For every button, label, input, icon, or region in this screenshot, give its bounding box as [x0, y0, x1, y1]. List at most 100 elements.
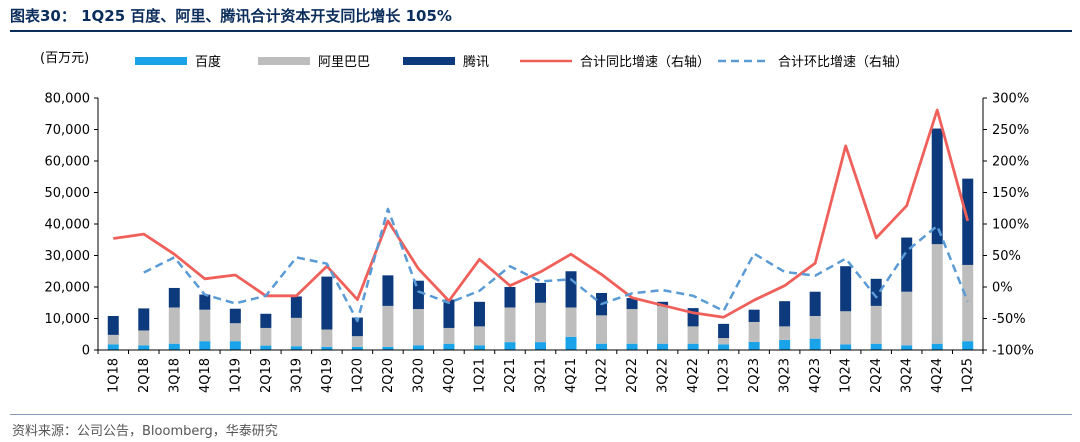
bar-segment: [596, 315, 608, 344]
title-divider: [10, 30, 1072, 32]
bar-segment: [138, 345, 150, 350]
line-series: [113, 108, 970, 323]
x-tick-label: 1Q18: [106, 358, 121, 393]
bar-segment: [443, 327, 455, 344]
bar-segment: [473, 301, 485, 327]
bar-segment: [962, 341, 974, 350]
legend-label: 百度: [195, 54, 221, 70]
bar-segment: [382, 346, 394, 350]
bar-segment: [107, 315, 119, 335]
bar-segment: [535, 342, 546, 350]
y-left-tick-label: 40,000: [45, 218, 91, 233]
bar-segment: [809, 315, 821, 339]
bar-segment: [565, 336, 577, 350]
bar-segment: [626, 309, 638, 344]
x-tick-label: 3Q20: [411, 358, 426, 393]
bar-segment: [504, 307, 516, 343]
bar-segment: [412, 309, 424, 346]
y-right-tick-label: -100%: [992, 344, 1034, 359]
bar-segment: [779, 301, 791, 327]
y-right-tick-label: 0%: [992, 281, 1013, 296]
bar-segment: [138, 330, 150, 346]
x-tick-label: 4Q24: [930, 358, 945, 393]
x-tick-label: 2Q24: [869, 358, 884, 393]
x-tick-label: 1Q20: [350, 358, 365, 393]
bar-segment: [199, 341, 211, 350]
y-right-tick-label: -50%: [992, 312, 1026, 327]
legend-swatch: [135, 57, 187, 65]
bar-segment: [504, 287, 516, 308]
bar-segment: [260, 327, 272, 346]
x-tick-label: 4Q21: [564, 358, 579, 393]
bar-segment: [870, 343, 882, 350]
bar-segment: [168, 287, 180, 308]
x-tick-label: 2Q21: [503, 358, 518, 393]
chart-title: 图表30： 1Q25 百度、阿里、腾讯合计资本开支同比增长 105%: [10, 7, 452, 25]
bar-segment: [321, 346, 333, 350]
bar-segment: [870, 305, 882, 344]
bar-segment: [901, 237, 913, 292]
bar-segment: [290, 346, 302, 350]
bar-segment: [412, 280, 424, 310]
source-divider: [10, 414, 1072, 415]
bar-segment: [779, 339, 791, 350]
bar-segment: [382, 275, 394, 306]
y-right-axis: -100% -50% 0% 50% 100% 150% 200% 250% 300%: [982, 92, 1034, 359]
x-tick-label: 3Q21: [534, 358, 549, 393]
x-tick-label: 2Q22: [625, 358, 640, 393]
bar-segment: [229, 308, 241, 324]
bar-segment: [748, 321, 760, 342]
legend-swatch: [403, 57, 455, 65]
bar-segment: [229, 341, 241, 350]
bar-segment: [504, 342, 516, 350]
bar-segment: [382, 305, 394, 347]
bar-segment: [901, 291, 913, 346]
bar-segment: [840, 344, 852, 350]
y-left-tick-label: 70,000: [45, 123, 91, 138]
bar-segment: [718, 323, 730, 339]
bar-segment: [962, 178, 974, 265]
bar-segment: [657, 305, 669, 344]
legend-label: 合计环比增速（右轴）: [778, 55, 908, 70]
bar-segment: [748, 341, 760, 350]
bar-segment: [290, 296, 302, 318]
y-left-tick-label: 0: [82, 344, 90, 359]
series-line: [113, 108, 970, 319]
bar-segment: [626, 298, 638, 310]
bar-segment: [901, 345, 913, 350]
y-left-tick-label: 20,000: [45, 281, 91, 296]
x-tick-label: 3Q24: [900, 358, 915, 393]
bar-segment: [657, 343, 669, 350]
x-tick-label: 1Q24: [839, 358, 854, 393]
y-left-tick-label: 30,000: [45, 249, 91, 264]
y-left-tick-label: 80,000: [45, 92, 91, 107]
y-right-tick-label: 150%: [992, 186, 1029, 201]
bar-segment: [931, 343, 943, 350]
bar-segment: [260, 313, 272, 328]
bar-segment: [168, 307, 180, 344]
bar-segment: [779, 326, 791, 340]
bar-segment: [321, 329, 333, 347]
series-line: [143, 207, 969, 323]
bar-segment: [290, 317, 302, 347]
x-tick-label: 4Q19: [320, 358, 335, 393]
bar-segment: [870, 278, 882, 306]
bar-segment: [840, 266, 852, 312]
bar-segment: [199, 309, 211, 342]
x-tick-label: 4Q20: [442, 358, 457, 393]
bar-segment: [107, 344, 119, 350]
x-axis: 1Q18 2Q18 3Q18 4Q18 1Q19 2Q19 3Q19 4Q19 1Q20 2Q20…: [97, 349, 984, 393]
x-tick-label: 3Q23: [778, 358, 793, 393]
bar-segment: [321, 276, 333, 330]
bar-segment: [809, 291, 821, 316]
bar-segment: [351, 317, 363, 337]
x-tick-label: 4Q22: [686, 358, 701, 393]
bar-segment: [351, 336, 363, 347]
bar-segment: [535, 282, 546, 303]
legend-swatch: [258, 57, 310, 65]
y-right-tick-label: 250%: [992, 123, 1029, 138]
bar-segment: [260, 345, 272, 350]
bar-segment: [412, 345, 424, 350]
bar-segment: [199, 294, 211, 310]
